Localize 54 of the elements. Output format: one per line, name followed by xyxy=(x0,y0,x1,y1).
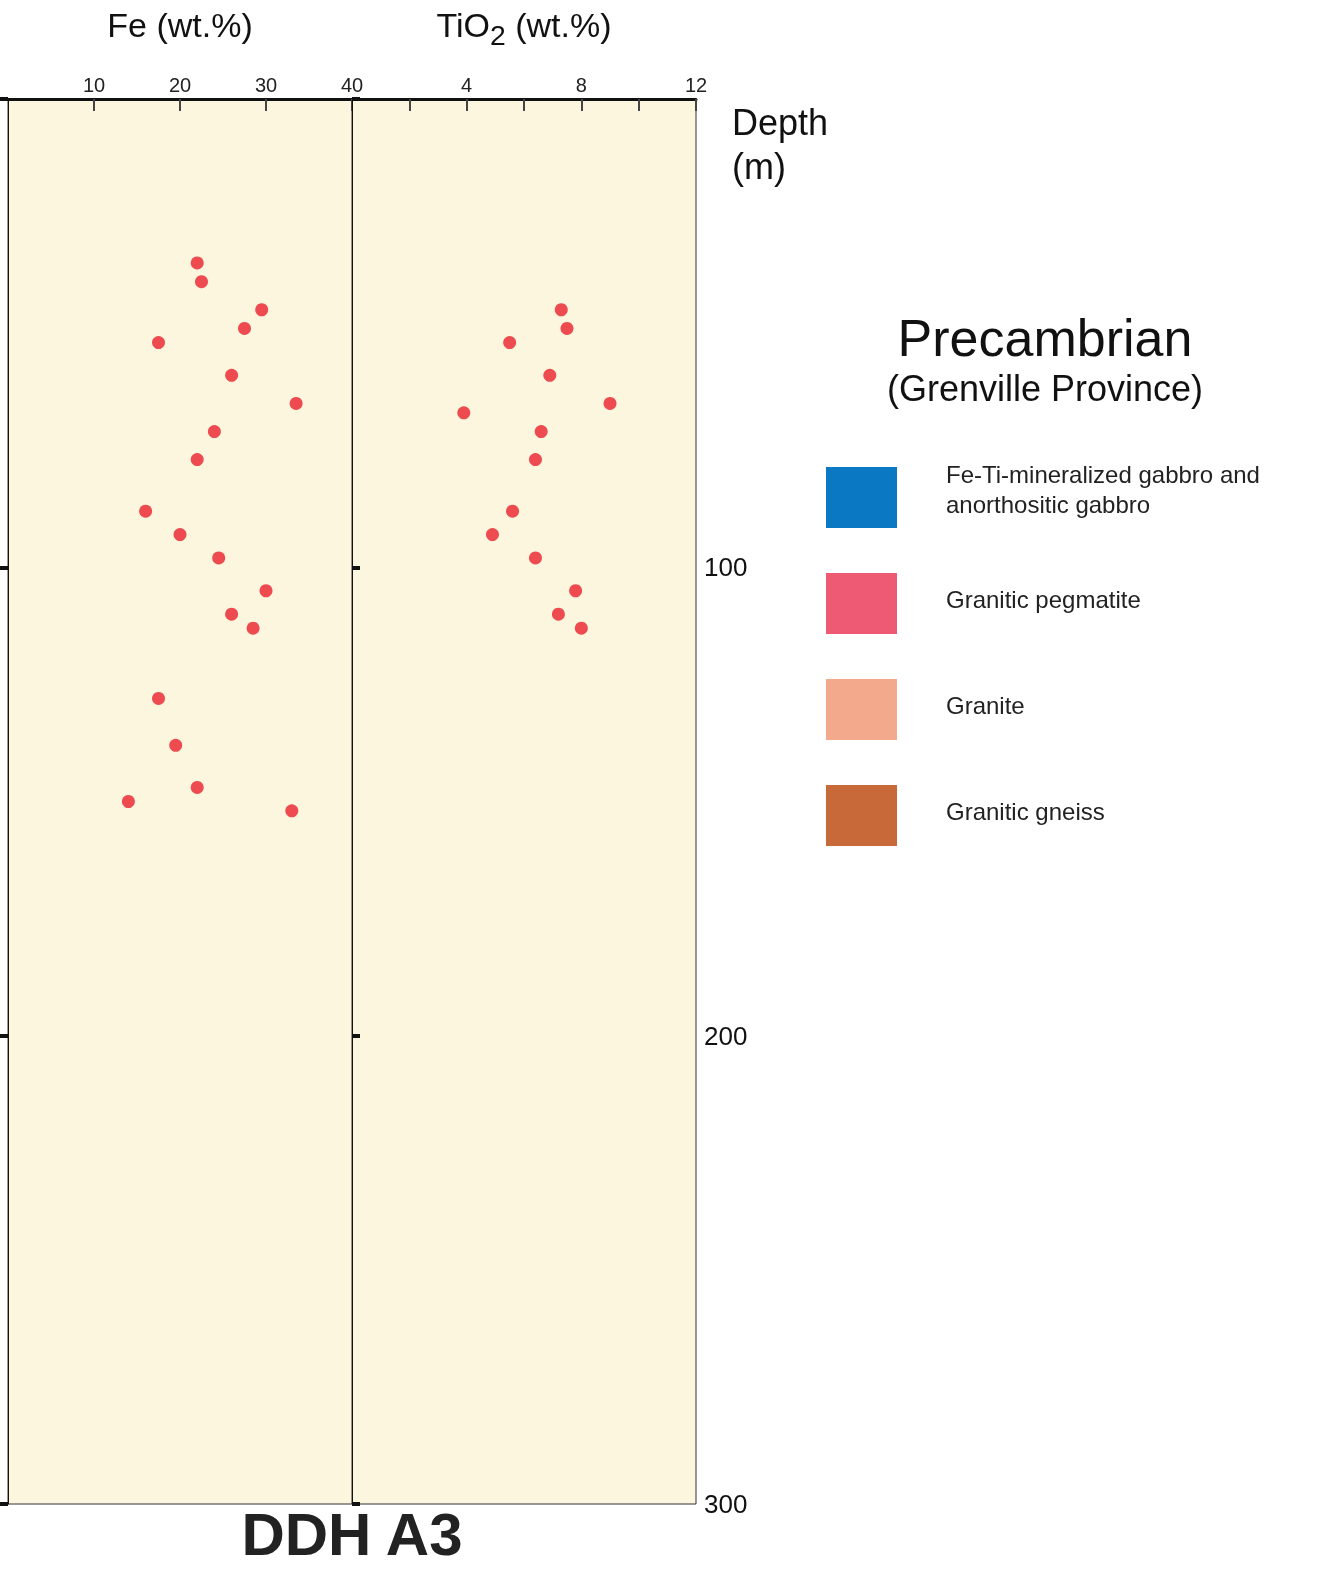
point xyxy=(173,528,187,542)
x-tick-label: 8 xyxy=(575,74,587,96)
x-tick-label: 20 xyxy=(168,74,192,96)
point xyxy=(190,453,204,467)
point xyxy=(560,321,574,335)
y-tick-label: 200 xyxy=(704,1020,748,1051)
point xyxy=(152,691,165,705)
point xyxy=(195,275,208,289)
y-tick-label: 300 xyxy=(704,1489,748,1519)
point xyxy=(121,795,135,808)
text: Granitic gneiss xyxy=(946,797,1106,827)
text: Fe-Ti-mineralized gabbro and anorthositic gabbro xyxy=(946,460,1261,520)
y-axis-title: Depth (m) xyxy=(732,101,829,187)
point xyxy=(603,396,617,410)
x-axis-title: Fe (wt.%) xyxy=(106,6,254,45)
point xyxy=(551,607,565,621)
x-tick-label: 10 xyxy=(82,74,106,96)
point xyxy=(534,425,548,439)
point xyxy=(503,336,517,350)
text: DDH A3 xyxy=(240,1500,464,1569)
point xyxy=(543,368,557,382)
point xyxy=(485,528,499,542)
point xyxy=(152,336,165,350)
point xyxy=(238,321,251,335)
point xyxy=(169,738,183,752)
x-axis-title: TiO$_{2}$ (wt.%) xyxy=(435,6,613,52)
point xyxy=(528,453,542,467)
point xyxy=(255,303,269,317)
point xyxy=(285,804,299,818)
text: (Grenville Province) xyxy=(885,368,1205,410)
point xyxy=(212,551,226,565)
point xyxy=(207,425,221,439)
point xyxy=(506,504,520,518)
point xyxy=(190,256,204,270)
x-tick-label: 4 xyxy=(461,74,473,96)
point xyxy=(190,780,204,794)
point xyxy=(569,584,583,598)
x-tick-label: 30 xyxy=(254,74,278,96)
point xyxy=(554,303,568,317)
point xyxy=(528,551,542,565)
point xyxy=(289,396,303,410)
point xyxy=(574,621,588,635)
text: Granite xyxy=(946,691,1026,721)
legend-title: Precambrian xyxy=(896,308,1194,368)
x-tick-label: 12 xyxy=(684,74,708,96)
x-tick-label: 40 xyxy=(340,74,364,96)
point xyxy=(225,368,239,382)
y-tick-label: 100 xyxy=(704,552,748,583)
point xyxy=(457,406,471,420)
text: Granitic pegmatite xyxy=(946,585,1142,615)
point xyxy=(246,621,260,635)
point xyxy=(139,504,153,518)
point xyxy=(225,607,239,621)
point xyxy=(259,584,273,598)
